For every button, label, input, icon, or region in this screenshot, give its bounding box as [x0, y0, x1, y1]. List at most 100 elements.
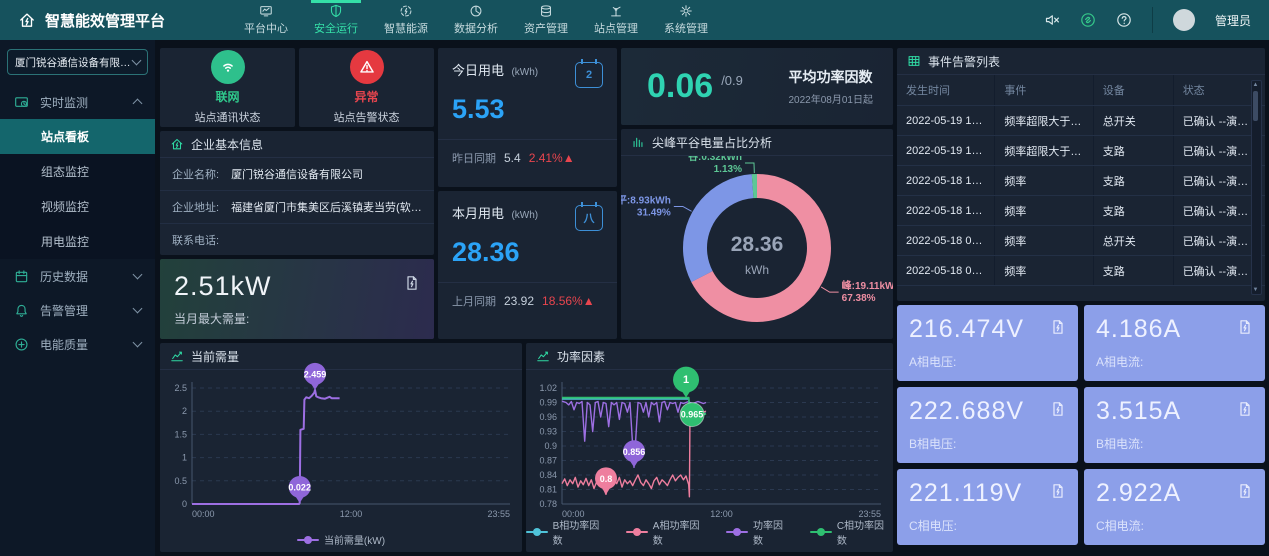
- alarm-row[interactable]: 2022-05-18 13:1... 频率 支路 已确认 --演示账号: [897, 195, 1265, 226]
- alarm-cell: 已确认 --演示账号: [1173, 225, 1265, 256]
- nav-item-系统管理[interactable]: 系统管理: [651, 0, 721, 40]
- sidebar-group-电能质量[interactable]: 电能质量: [0, 327, 155, 361]
- legend-item-A相功率因数[interactable]: A相功率因数: [626, 517, 708, 547]
- legend-label: C相功率因数: [836, 521, 885, 547]
- pf-target: /0.9: [721, 73, 743, 88]
- scroll-up-icon[interactable]: ▲: [1252, 82, 1259, 88]
- card-comm-status: 联网 站点通讯状态: [160, 48, 295, 127]
- alarm-cell: 频率: [994, 165, 1094, 196]
- nav-item-label: 数据分析: [454, 23, 499, 35]
- user-name[interactable]: 管理员: [1214, 13, 1251, 28]
- nav-item-label: 安全运行: [314, 23, 359, 35]
- phase-value: 2.922A: [1096, 479, 1182, 507]
- alarm-table-title: 事件告警列表: [928, 54, 1001, 69]
- donut-slice-label-平: 平:8.93kWh 31.49%: [621, 194, 671, 218]
- phase-value: 4.186A: [1096, 315, 1182, 343]
- svg-text:0.87: 0.87: [539, 456, 557, 466]
- company-select[interactable]: 厦门锐谷通信设备有限公司: [7, 49, 148, 75]
- month-energy-value: 28.36: [452, 237, 520, 267]
- doc-bolt-icon[interactable]: [1050, 481, 1066, 501]
- nav-item-智慧能源[interactable]: 智慧能源: [371, 0, 441, 40]
- wifi-icon: [210, 50, 245, 84]
- doc-bolt-icon[interactable]: [1050, 317, 1066, 337]
- sidebar-item-用电监控[interactable]: 用电监控: [41, 235, 90, 249]
- alarm-cell: 支路: [1093, 195, 1174, 226]
- svg-text:0.5: 0.5: [174, 476, 187, 486]
- help-icon[interactable]: [1116, 12, 1132, 28]
- brand: 智慧能效管理平台: [0, 10, 183, 31]
- phase-value: 3.515A: [1096, 397, 1182, 425]
- company-select-value: 厦门锐谷通信设备有限公司: [15, 56, 133, 69]
- bar-chart-icon: [631, 135, 645, 149]
- doc-bolt-icon[interactable]: [1237, 317, 1253, 337]
- alarm-row[interactable]: 2022-05-19 16:2... 频率超限大于1Hz 总开关 已确认 --演示账号: [897, 105, 1265, 136]
- chevron-down-icon: [132, 303, 143, 314]
- nav-item-label: 智慧能源: [384, 23, 429, 35]
- sidebar-group-历史数据[interactable]: 历史数据: [0, 259, 155, 293]
- compare-change: 2.41%▲: [528, 151, 575, 165]
- alarm-cell: 2022-05-18 00:5...: [897, 225, 996, 256]
- svg-text:0.96: 0.96: [539, 412, 557, 422]
- pf-title: 平均功率因数: [788, 69, 873, 85]
- legend-swatch: [726, 528, 748, 536]
- legend-label: 功率因数: [752, 521, 783, 547]
- nav-item-数据分析[interactable]: 数据分析: [441, 0, 511, 40]
- alarm-cell: 已确认 --演示账号: [1173, 135, 1265, 166]
- donut-title: 尖峰平谷电量占比分析: [652, 135, 773, 150]
- alarm-cell: 2022-05-19 16:2...: [897, 135, 996, 166]
- doc-bolt-icon[interactable]: [1237, 399, 1253, 419]
- legend-item-当前需量(kW)[interactable]: 当前需量(kW): [296, 532, 385, 547]
- nav-item-安全运行[interactable]: 安全运行: [301, 0, 371, 40]
- nav-item-label: 平台中心: [244, 23, 289, 35]
- phase-card-B相电流: 3.515A B相电流:: [1084, 387, 1265, 463]
- card-pf-chart: 功率因素 0.78 0.81 0.84 0.87 0.9 0.93 0.96 0.99 1.02…: [526, 343, 893, 552]
- sidebar-group-实时监测[interactable]: 实时监测: [0, 85, 155, 119]
- nav-item-平台中心[interactable]: 平台中心: [231, 0, 301, 40]
- mute-icon[interactable]: [1044, 12, 1060, 28]
- sidebar-item-站点看板[interactable]: 站点看板: [0, 119, 155, 154]
- link-icon[interactable]: [1080, 12, 1096, 28]
- sidebar-group-label: 电能质量: [40, 337, 89, 352]
- svg-text:2.459: 2.459: [304, 369, 327, 379]
- column-header: 事件: [994, 75, 1094, 106]
- svg-text:2.5: 2.5: [174, 383, 187, 393]
- nav-menu: 平台中心 安全运行 智慧能源 数据分析 资产管理 站点管理 系统管理: [231, 0, 721, 40]
- table-scrollbar[interactable]: ▲ ▼: [1251, 80, 1262, 295]
- alarm-status-value: 异常: [354, 90, 379, 104]
- scrollbar-thumb[interactable]: [1253, 91, 1258, 121]
- svg-text:0.9: 0.9: [544, 441, 557, 451]
- data-analytics-icon: [469, 4, 483, 18]
- sidebar-item-组态监控[interactable]: 组态监控: [41, 165, 90, 179]
- phase-card-B相电压: 222.688V B相电压:: [897, 387, 1078, 463]
- legend-item-C相功率因数[interactable]: C相功率因数: [810, 517, 893, 547]
- alarm-row[interactable]: 2022-05-18 00:1... 频率 支路 已确认 --演示账号: [897, 255, 1265, 286]
- nav-item-站点管理[interactable]: 站点管理: [581, 0, 651, 40]
- legend-item-功率因数[interactable]: 功率因数: [726, 517, 792, 547]
- nav-item-label: 站点管理: [594, 23, 639, 35]
- alarm-row[interactable]: 2022-05-18 00:5... 频率 总开关 已确认 --演示账号: [897, 225, 1265, 256]
- alarm-bell-icon: [14, 303, 29, 318]
- scroll-down-icon[interactable]: ▼: [1252, 287, 1259, 293]
- phase-label: B相电流:: [1096, 437, 1144, 451]
- pf-title-block: 平均功率因数 2022年08月01日起: [789, 67, 874, 106]
- phase-card-A相电流: 4.186A A相电流:: [1084, 305, 1265, 381]
- alarm-row[interactable]: 2022-05-19 16:2... 频率超限大于1Hz 支路 已确认 --演示账号: [897, 135, 1265, 166]
- svg-text:00:00: 00:00: [192, 509, 215, 519]
- avatar[interactable]: [1172, 9, 1195, 31]
- pf-chart-legend: B相功率因数 A相功率因数 功率因数 C相功率因数: [526, 517, 893, 547]
- nav-item-资产管理[interactable]: 资产管理: [511, 0, 581, 40]
- doc-bolt-icon[interactable]: [1237, 481, 1253, 501]
- legend-item-B相功率因数[interactable]: B相功率因数: [526, 517, 608, 547]
- sidebar-item-视频监控[interactable]: 视频监控: [41, 200, 90, 214]
- field-label: 企业地址:: [172, 202, 220, 214]
- doc-bolt-icon[interactable]: [404, 273, 420, 293]
- doc-bolt-icon[interactable]: [1050, 399, 1066, 419]
- field-value: 厦门锐谷通信设备有限公司: [231, 169, 364, 181]
- alarm-cell: 频率超限大于1Hz: [994, 135, 1094, 166]
- sidebar-menu: 实时监测 站点看板组态监控视频监控用电监控历史数据 告警管理电能质量: [0, 85, 155, 361]
- alarm-cell: 支路: [1093, 135, 1174, 166]
- svg-text:0.81: 0.81: [539, 485, 557, 495]
- sidebar-group-告警管理[interactable]: 告警管理: [0, 293, 155, 327]
- alarm-row[interactable]: 2022-05-18 13:4... 频率 支路 已确认 --演示账号: [897, 165, 1265, 196]
